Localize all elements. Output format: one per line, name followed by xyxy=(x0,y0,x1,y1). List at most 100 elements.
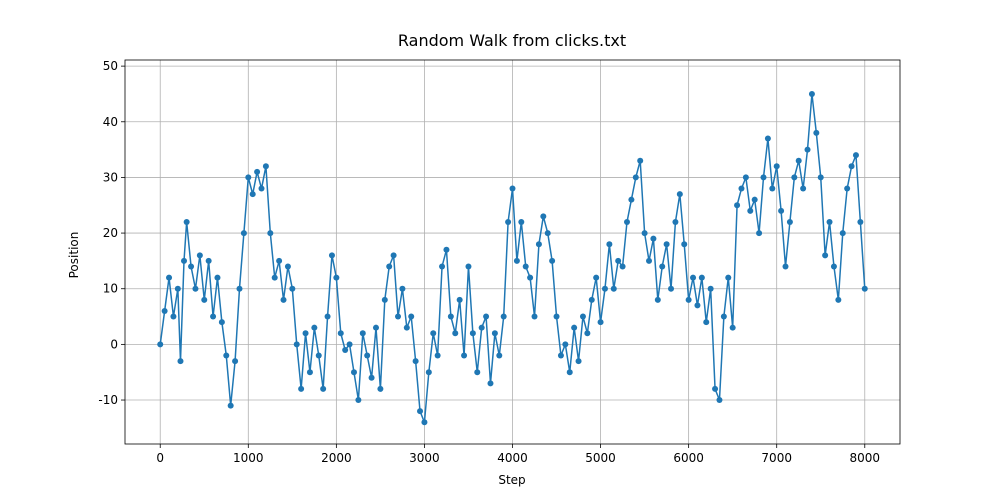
data-point xyxy=(408,313,415,320)
data-point xyxy=(227,402,234,409)
data-point xyxy=(452,330,459,337)
data-point xyxy=(725,274,732,281)
data-point xyxy=(791,174,798,181)
data-point xyxy=(249,191,256,198)
data-point xyxy=(254,168,261,175)
x-tick-label: 0 xyxy=(156,451,164,465)
data-point xyxy=(417,408,424,415)
data-point xyxy=(562,341,569,348)
data-point xyxy=(196,252,203,259)
data-point xyxy=(166,274,173,281)
data-point xyxy=(712,385,719,392)
data-point xyxy=(606,241,613,248)
data-point xyxy=(826,218,833,225)
data-point xyxy=(738,185,745,192)
data-point xyxy=(306,369,313,376)
data-point xyxy=(439,263,446,270)
data-point xyxy=(646,257,653,264)
data-point xyxy=(403,324,410,331)
data-point xyxy=(654,296,661,303)
y-tick-label: 30 xyxy=(103,170,118,184)
x-tick-label: 1000 xyxy=(233,451,264,465)
data-point xyxy=(571,324,578,331)
data-point xyxy=(240,230,247,237)
data-point xyxy=(311,324,318,331)
data-point xyxy=(513,257,520,264)
data-point xyxy=(830,263,837,270)
y-tick-label: 10 xyxy=(103,282,118,296)
data-point xyxy=(491,330,498,337)
data-point xyxy=(474,369,481,376)
data-point xyxy=(177,358,184,365)
data-point xyxy=(857,218,864,225)
data-point xyxy=(447,313,454,320)
data-point xyxy=(364,352,371,359)
data-point xyxy=(566,369,573,376)
data-point xyxy=(685,296,692,303)
data-point xyxy=(298,385,305,392)
series-line xyxy=(159,93,866,423)
data-point xyxy=(483,313,490,320)
data-point xyxy=(355,397,362,404)
x-tick-label: 5000 xyxy=(585,451,616,465)
data-point xyxy=(399,285,406,292)
data-point xyxy=(518,218,525,225)
x-tick-label: 8000 xyxy=(849,451,880,465)
data-point xyxy=(531,313,538,320)
data-point xyxy=(822,252,829,259)
data-point xyxy=(276,257,283,264)
data-point xyxy=(333,274,340,281)
data-point xyxy=(861,285,868,292)
data-point xyxy=(170,313,177,320)
data-point xyxy=(505,218,512,225)
data-point xyxy=(668,285,675,292)
x-tick-label: 4000 xyxy=(497,451,528,465)
data-point xyxy=(579,313,586,320)
data-point xyxy=(549,257,556,264)
data-point xyxy=(742,174,749,181)
data-point xyxy=(496,352,503,359)
data-point xyxy=(632,174,639,181)
data-point xyxy=(183,218,190,225)
data-point xyxy=(760,174,767,181)
data-point xyxy=(848,163,855,170)
data-point xyxy=(487,380,494,387)
data-point xyxy=(395,313,402,320)
data-point xyxy=(751,196,758,203)
data-point xyxy=(201,296,208,303)
x-tick-label: 7000 xyxy=(761,451,792,465)
data-point xyxy=(800,185,807,192)
data-point xyxy=(593,274,600,281)
data-point xyxy=(597,319,604,326)
data-point xyxy=(584,330,591,337)
data-point xyxy=(808,90,815,97)
data-point xyxy=(540,213,547,220)
data-point xyxy=(289,285,296,292)
data-point xyxy=(672,218,679,225)
data-point xyxy=(844,185,851,192)
data-point xyxy=(320,385,327,392)
data-point xyxy=(553,313,560,320)
data-point xyxy=(372,324,379,331)
data-point xyxy=(641,230,648,237)
data-point xyxy=(628,196,635,203)
data-point xyxy=(188,263,195,270)
y-tick-label: 20 xyxy=(103,226,118,240)
data-point xyxy=(390,252,397,259)
data-point xyxy=(557,352,564,359)
y-tick-label: 0 xyxy=(110,337,118,351)
data-point xyxy=(284,263,291,270)
data-point xyxy=(157,341,164,348)
data-point xyxy=(465,263,472,270)
data-point xyxy=(747,207,754,214)
data-point xyxy=(615,257,622,264)
data-point xyxy=(839,230,846,237)
data-point xyxy=(804,146,811,153)
data-point xyxy=(368,374,375,381)
data-point xyxy=(676,191,683,198)
data-point xyxy=(659,263,666,270)
data-point xyxy=(293,341,300,348)
data-point xyxy=(478,324,485,331)
data-point xyxy=(764,135,771,142)
